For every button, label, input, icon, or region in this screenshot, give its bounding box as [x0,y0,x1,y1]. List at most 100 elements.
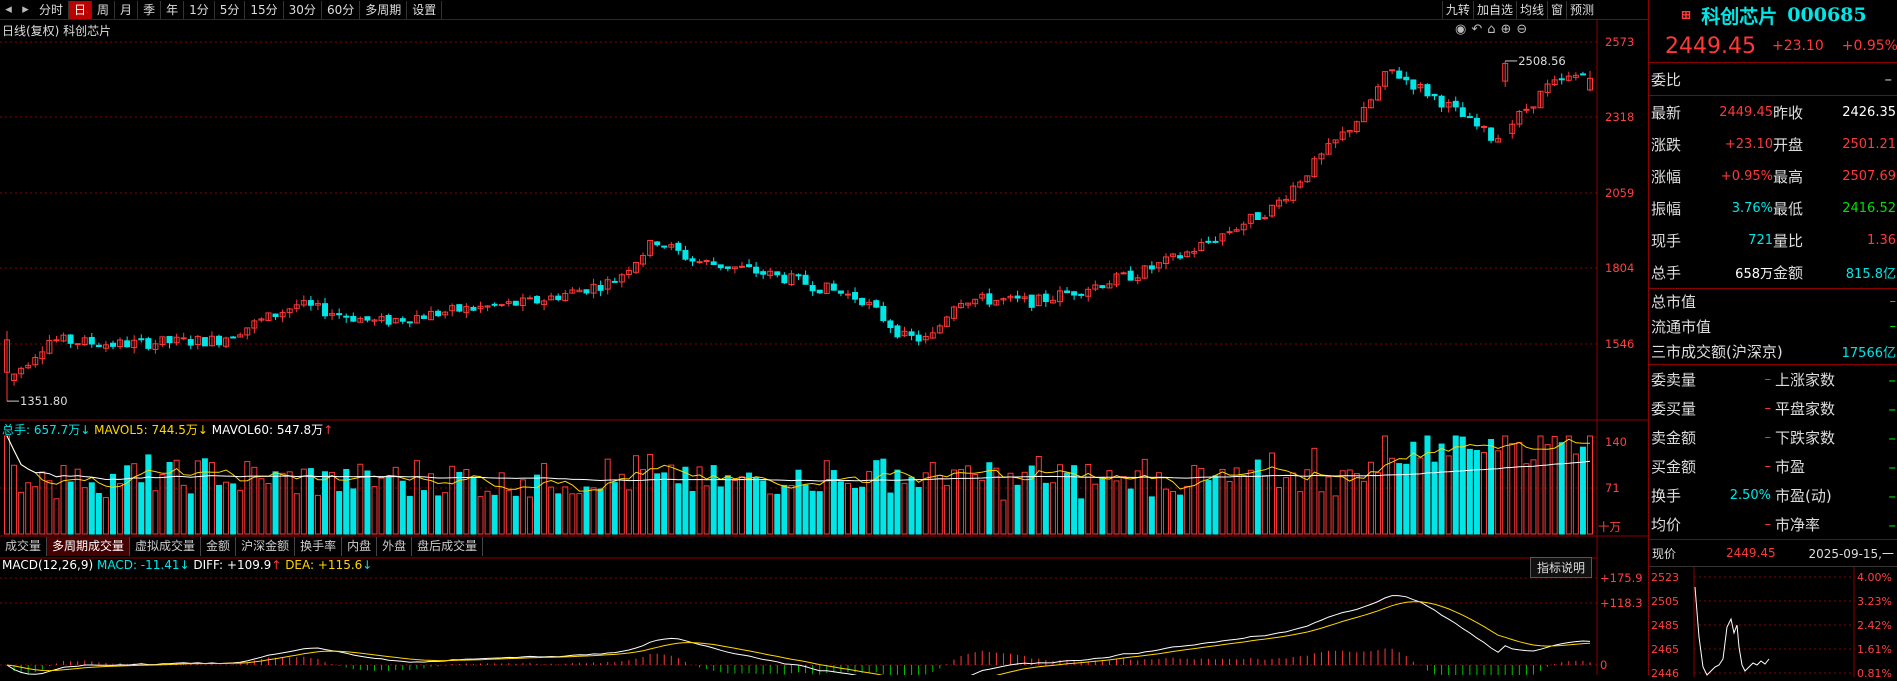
volume-bar [463,469,470,535]
tab-period-6[interactable]: 1分 [184,0,215,19]
candle-body [1191,250,1198,254]
candle-body [696,261,703,264]
candle-body [597,285,604,291]
tab-period-11[interactable]: 多周期 [360,0,408,19]
tab-period-2[interactable]: 周 [92,0,116,19]
tab-period-1[interactable]: 日 [69,0,93,19]
volume-bar [145,454,152,535]
tab-volume-4[interactable]: 沪深金额 [236,537,296,556]
candle-body [1396,70,1403,79]
candle-body [456,304,463,312]
eye-icon[interactable]: ◉ [1455,22,1467,37]
intraday-mini-chart[interactable]: 2523 4.00% 2505 3.23% 2485 2.42% 2465 1.61% 2446… [1649,567,1897,680]
high-marker: 2508.56 [1518,54,1566,68]
candle-body [943,316,950,327]
candle-body [1410,79,1417,90]
volume-bar [1268,452,1275,535]
order-label: 卖金额 [1651,429,1697,447]
market-value: – [1889,319,1897,334]
volume-bar [1410,441,1417,535]
tab-period-5[interactable]: 年 [161,0,185,19]
candle-body [88,336,95,345]
volume-bar [618,473,625,535]
candle-body [555,295,562,301]
tab-volume-7[interactable]: 外盘 [377,537,413,556]
volume-bar [1579,446,1586,535]
order-value: – [1764,372,1772,387]
back-icon[interactable]: ◂ [5,2,12,17]
volume-bar [512,495,519,535]
chart-icon-row: ◉ ↶ ⌂ ⊕ ⊖ [1455,22,1527,37]
candle-body [1064,290,1071,294]
tab-period-4[interactable]: 季 [138,0,162,19]
candle-body [993,299,1000,306]
order-label: 换手 [1651,487,1682,505]
tab-volume-3[interactable]: 金额 [201,537,237,556]
volume-bar [526,496,533,535]
tab-volume-8[interactable]: 盘后成交量 [412,537,484,556]
order-value: – [1888,486,1897,505]
tab-period-12[interactable]: 设置 [407,0,443,19]
zoom-in-icon[interactable]: ⊕ [1500,22,1512,37]
candle-body [53,339,60,342]
volume-bar [1198,467,1205,535]
order-label: 委买量 [1651,400,1697,418]
volume-indicator-tabs: 成交量 多周期成交量 虚拟成交量 金额 沪深金额 换手率 内盘 外盘 盘后成交量 [0,537,484,556]
volume-bar [4,435,10,535]
candle-body [1283,198,1290,202]
tab-period-9[interactable]: 30分 [284,0,322,19]
forward-icon[interactable]: ▸ [22,2,29,17]
indicator-help-button[interactable]: 指标说明 [1530,557,1593,578]
volume-bar [1488,438,1495,535]
tab-volume-6[interactable]: 内盘 [342,537,378,556]
tab-period-8[interactable]: 15分 [245,0,284,19]
order-row: 买金额 – 市盈 – [1649,452,1897,481]
tool-0[interactable]: 九转 [1441,0,1473,19]
candle-body [675,242,682,251]
candle-body [470,306,477,311]
undo-icon[interactable]: ↶ [1471,22,1483,37]
volume-bar [81,487,88,535]
tab-volume-1[interactable]: 多周期成交量 [47,537,131,556]
order-value: – [1764,517,1772,532]
quote-table: 最新 2449.45 昨收 2426.35 涨跌 +23.10 开盘 2501.21 涨幅 +0.… [1649,96,1897,289]
volume-bar [1035,456,1042,535]
volume-bar [201,458,208,535]
volume-bar [654,473,661,535]
volume-bar [117,483,124,535]
candle-body [852,292,859,300]
volume-bar [1155,472,1162,535]
volume-bar [279,472,286,535]
kline-chart[interactable]: 2573 2318 2059 1804 1546 2508.56 1351.80 140 71 十… [0,0,1648,675]
tab-period-7[interactable]: 5分 [215,0,246,19]
candle-body [1544,83,1551,93]
tool-2[interactable]: 均线 [1515,0,1547,19]
tool-4[interactable]: 预测 [1565,0,1597,19]
tab-volume-2[interactable]: 虚拟成交量 [130,537,202,556]
tool-1[interactable]: 加自选 [1472,0,1516,19]
tab-volume-0[interactable]: 成交量 [0,537,48,556]
volume-bar [979,479,986,535]
tab-period-10[interactable]: 60分 [322,0,361,19]
zoom-out-icon[interactable]: ⊖ [1516,22,1528,37]
candle-body [1311,158,1318,178]
volume-bar [774,493,781,535]
volume-bar [187,493,194,535]
volume-bar [406,495,413,535]
tool-3[interactable]: 窗 [1546,0,1566,19]
tab-period-3[interactable]: 月 [115,0,139,19]
tab-period-0[interactable]: 分时 [34,0,70,19]
volume-bar [534,474,541,535]
tab-volume-5[interactable]: 换手率 [295,537,343,556]
candle-body [477,305,484,310]
lock-icon[interactable]: ⌂ [1487,22,1496,37]
volume-bar [46,480,53,535]
candle-body [1325,143,1332,155]
quote-label: 现手 [1651,231,1682,250]
volume-bar [583,486,590,535]
candle-body [1459,107,1466,117]
order-value: – [1888,457,1897,476]
volume-bar [548,486,555,535]
candle-body [703,260,710,263]
price-axis-label: 1804 [1605,261,1634,275]
